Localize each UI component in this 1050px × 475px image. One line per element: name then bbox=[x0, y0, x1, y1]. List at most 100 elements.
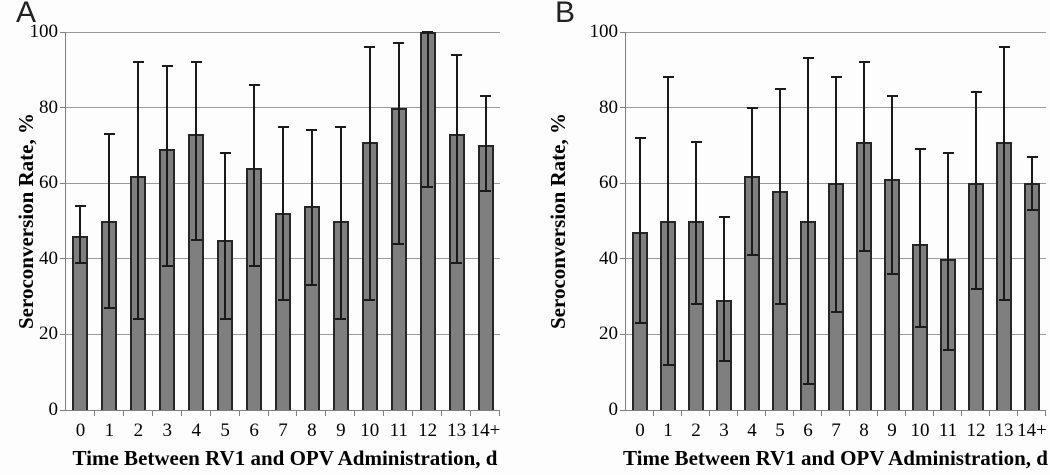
error-cap-top-A-2 bbox=[132, 61, 144, 64]
error-cap-top-B-3 bbox=[718, 216, 730, 219]
error-cap-bottom-A-0 bbox=[74, 261, 86, 264]
y-tick-mark-100 bbox=[60, 31, 66, 33]
y-tick-label-80: 80 bbox=[599, 96, 618, 118]
x-tick-label-A-7: 7 bbox=[278, 420, 288, 441]
x-tick-mark-4 bbox=[737, 410, 738, 416]
x-tick-label-B-9: 9 bbox=[887, 420, 897, 441]
error-bar-B-7 bbox=[835, 77, 837, 312]
error-cap-top-A-10 bbox=[364, 46, 376, 49]
error-cap-top-B-0 bbox=[634, 136, 646, 139]
error-bar-A-0 bbox=[79, 205, 82, 263]
panel-a-x-axis-title: Time Between RV1 and OPV Administration,… bbox=[72, 446, 498, 470]
x-tick-label-A-10: 10 bbox=[360, 420, 380, 441]
x-tick-mark-12 bbox=[961, 410, 962, 416]
error-cap-top-A-8 bbox=[306, 129, 318, 132]
x-tick-label-A-14+: 14+ bbox=[470, 420, 501, 441]
error-bar-B-0 bbox=[639, 137, 641, 324]
x-tick-mark-1 bbox=[94, 410, 95, 416]
error-bar-A-13 bbox=[455, 54, 458, 263]
error-cap-bottom-A-6 bbox=[248, 265, 260, 268]
error-bar-B-12 bbox=[975, 92, 977, 290]
error-bar-A-3 bbox=[166, 66, 169, 267]
error-cap-top-B-4 bbox=[746, 106, 758, 109]
error-cap-bottom-B-13 bbox=[998, 299, 1010, 302]
x-tick-label-A-5: 5 bbox=[220, 420, 230, 441]
error-cap-bottom-B-14+ bbox=[1026, 208, 1038, 211]
error-cap-bottom-B-1 bbox=[662, 363, 674, 366]
x-tick-mark-6 bbox=[793, 410, 794, 416]
x-tick-label-B-0: 0 bbox=[635, 420, 645, 441]
error-cap-top-B-9 bbox=[886, 95, 898, 98]
panel-b-label: B bbox=[555, 0, 576, 29]
x-tick-label-B-3: 3 bbox=[719, 420, 729, 441]
x-tick-mark-11 bbox=[383, 410, 384, 416]
error-cap-top-B-11 bbox=[942, 151, 954, 154]
y-tick-label-60: 60 bbox=[599, 172, 618, 194]
gridline-100 bbox=[626, 31, 1046, 33]
error-cap-bottom-A-3 bbox=[161, 265, 173, 268]
y-tick-label-40: 40 bbox=[39, 247, 58, 269]
x-tick-mark-11 bbox=[933, 410, 934, 416]
y-tick-mark-0 bbox=[620, 409, 626, 411]
y-tick-label-60: 60 bbox=[39, 172, 58, 194]
y-tick-label-100: 100 bbox=[29, 21, 59, 42]
x-tick-label-B-2: 2 bbox=[691, 420, 701, 441]
y-tick-mark-40 bbox=[60, 258, 66, 260]
error-cap-top-A-1 bbox=[103, 133, 115, 136]
x-tick-mark-1 bbox=[653, 410, 654, 416]
error-cap-top-A-9 bbox=[335, 125, 347, 128]
error-cap-top-B-2 bbox=[690, 140, 702, 143]
error-cap-top-A-14+ bbox=[480, 95, 492, 98]
error-cap-bottom-B-8 bbox=[858, 250, 870, 253]
error-bar-B-2 bbox=[695, 141, 697, 305]
error-bar-A-9 bbox=[339, 126, 342, 320]
error-cap-top-A-5 bbox=[219, 151, 231, 154]
x-tick-label-B-10: 10 bbox=[910, 420, 930, 441]
error-cap-bottom-B-7 bbox=[830, 310, 842, 313]
y-tick-mark-40 bbox=[620, 258, 626, 260]
x-tick-label-B-7: 7 bbox=[831, 420, 841, 441]
x-tick-label-A-3: 3 bbox=[162, 420, 173, 441]
x-tick-label-A-2: 2 bbox=[133, 420, 144, 441]
x-tick-label-B-1: 1 bbox=[663, 420, 673, 441]
y-tick-label-40: 40 bbox=[599, 247, 618, 269]
error-cap-top-B-10 bbox=[914, 148, 926, 151]
x-tick-mark-7 bbox=[268, 410, 269, 416]
error-bar-A-10 bbox=[368, 47, 371, 301]
error-cap-bottom-B-10 bbox=[914, 325, 926, 328]
x-tick-mark-2 bbox=[123, 410, 124, 416]
error-bar-B-11 bbox=[947, 152, 949, 350]
x-tick-mark-15 bbox=[499, 410, 500, 416]
error-bar-A-6 bbox=[253, 84, 256, 267]
gridline-100 bbox=[66, 31, 500, 33]
error-cap-bottom-A-10 bbox=[364, 299, 376, 302]
error-bar-A-1 bbox=[108, 134, 111, 308]
y-tick-label-100: 100 bbox=[589, 21, 619, 42]
x-tick-mark-10 bbox=[354, 410, 355, 416]
error-cap-bottom-A-2 bbox=[132, 318, 144, 321]
panel-b-plot-area: 0 20 40 60 80 100 0 1 2 3 4 5 6 7 8 9 10 11 12 13 14+ bbox=[590, 22, 1047, 442]
error-cap-top-B-8 bbox=[858, 61, 870, 64]
error-cap-bottom-A-5 bbox=[219, 318, 231, 321]
error-bar-A-12 bbox=[426, 32, 429, 187]
error-bar-B-10 bbox=[919, 149, 921, 327]
y-tick-mark-80 bbox=[620, 107, 626, 109]
error-bar-A-4 bbox=[195, 62, 198, 240]
x-tick-mark-13 bbox=[989, 410, 990, 416]
x-tick-mark-9 bbox=[877, 410, 878, 416]
x-tick-label-A-9: 9 bbox=[336, 420, 346, 441]
error-bar-B-4 bbox=[751, 107, 753, 255]
error-cap-bottom-A-11 bbox=[393, 242, 405, 245]
x-tick-label-B-12: 12 bbox=[966, 420, 986, 441]
x-tick-mark-5 bbox=[210, 410, 211, 416]
error-cap-top-A-7 bbox=[277, 125, 289, 128]
x-tick-mark-14 bbox=[1017, 410, 1018, 416]
panel-b: B Seroconversion Rate, % 0 20 40 60 80 100 0 1 2… bbox=[525, 0, 1050, 475]
x-tick-label-A-11: 11 bbox=[389, 420, 408, 441]
error-bar-A-5 bbox=[224, 152, 227, 320]
error-cap-top-B-12 bbox=[970, 91, 982, 94]
y-tick-mark-60 bbox=[620, 182, 626, 184]
error-bar-B-6 bbox=[807, 58, 809, 384]
error-cap-bottom-B-11 bbox=[942, 348, 954, 351]
error-cap-bottom-B-3 bbox=[718, 359, 730, 362]
